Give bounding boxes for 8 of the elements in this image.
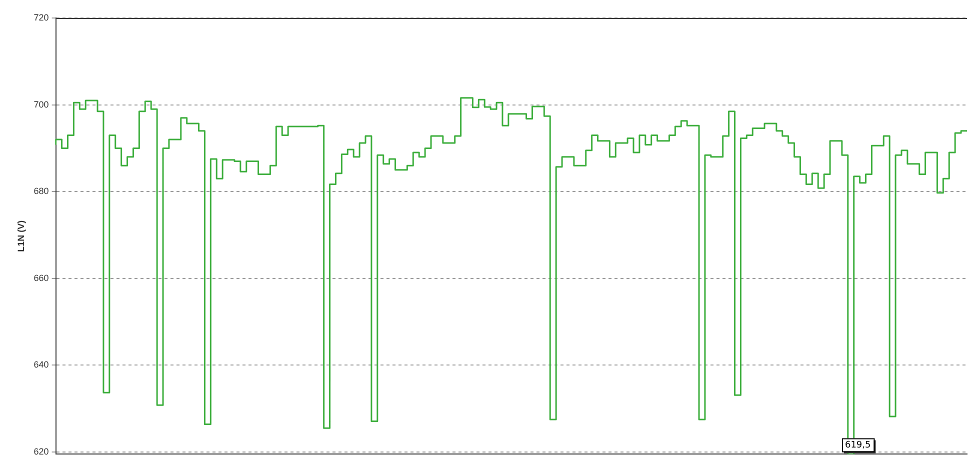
y-tick-label: 620 [34,446,49,457]
y-tick-label: 720 [34,12,49,22]
y-axis-title: L1N (V) [16,220,26,252]
y-tick-label: 680 [34,186,49,196]
y-tick-label: 700 [34,99,49,110]
y-tick-label: 640 [34,360,49,370]
data-label: 619,5 [844,440,871,451]
y-tick-label: 660 [34,272,49,283]
